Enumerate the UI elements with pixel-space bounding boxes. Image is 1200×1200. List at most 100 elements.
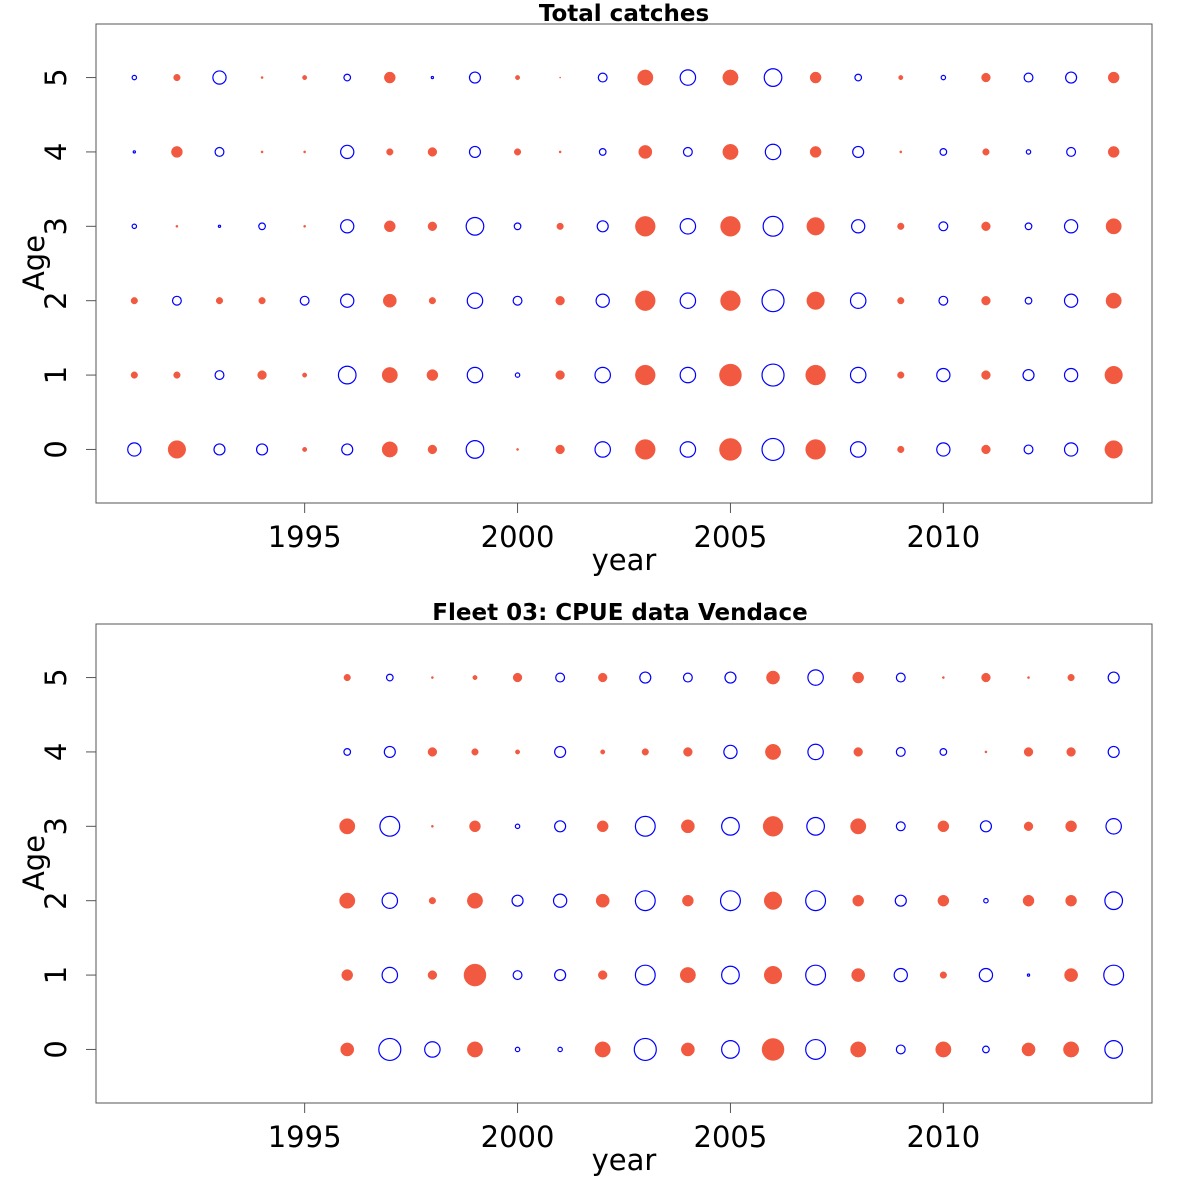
bubble-negative bbox=[1063, 442, 1079, 457]
bubble-negative bbox=[719, 890, 741, 912]
bubble-negative bbox=[633, 1037, 657, 1062]
y-tick-label: 4 bbox=[39, 143, 73, 161]
bubble-negative bbox=[381, 892, 399, 909]
bubble-positive bbox=[215, 297, 224, 305]
bubble-positive bbox=[303, 150, 306, 154]
bubble-positive bbox=[427, 147, 438, 157]
bubble-positive bbox=[981, 444, 991, 455]
bubble-positive bbox=[302, 372, 308, 378]
bubble-positive bbox=[720, 290, 741, 311]
bubble-positive bbox=[516, 448, 519, 451]
bubble-negative bbox=[554, 968, 567, 982]
bubble-positive bbox=[513, 148, 522, 156]
bubble-negative bbox=[554, 745, 567, 759]
bubble-negative bbox=[341, 443, 354, 456]
bubble-negative bbox=[764, 143, 782, 161]
bubble-positive bbox=[635, 216, 656, 237]
bubble-positive bbox=[635, 290, 656, 311]
bubble-positive bbox=[339, 892, 356, 909]
bubble-positive bbox=[598, 970, 608, 980]
bubble-positive bbox=[463, 963, 487, 987]
plot-frame bbox=[95, 23, 1153, 504]
bubble-negative bbox=[430, 75, 435, 80]
bubble-negative bbox=[554, 820, 567, 833]
bubble-positive bbox=[937, 820, 950, 833]
bubble-positive bbox=[682, 894, 694, 907]
bubble-positive bbox=[559, 76, 561, 79]
bubble-negative bbox=[938, 221, 949, 232]
bubble-negative bbox=[127, 442, 142, 457]
bubble-negative bbox=[978, 967, 994, 983]
bubble-positive bbox=[427, 970, 438, 980]
y-tick-label: 3 bbox=[39, 217, 73, 235]
bubble-negative bbox=[763, 68, 783, 87]
bubble-positive bbox=[302, 75, 308, 81]
x-tick-label: 1995 bbox=[268, 520, 342, 554]
bubble-positive bbox=[167, 440, 186, 459]
y-tick-label: 0 bbox=[39, 1040, 73, 1058]
bubble-positive bbox=[681, 819, 695, 834]
bubble-positive bbox=[381, 441, 398, 458]
bubble-negative bbox=[340, 293, 355, 308]
bubble-positive bbox=[765, 743, 781, 760]
bubble-negative bbox=[598, 148, 607, 156]
y-tick-label: 1 bbox=[39, 366, 73, 384]
bubble-positive bbox=[981, 72, 991, 83]
bubble-positive bbox=[809, 146, 822, 158]
bubble-negative bbox=[982, 1045, 990, 1054]
bubble-positive bbox=[637, 69, 654, 86]
bubble-negative bbox=[854, 73, 863, 82]
bubble-negative bbox=[1104, 1040, 1124, 1059]
bubble-negative bbox=[1022, 368, 1035, 382]
bubble-positive bbox=[381, 367, 398, 384]
bubble-positive bbox=[431, 676, 434, 679]
bubble-negative bbox=[639, 671, 652, 684]
x-tick-label: 2000 bbox=[481, 1120, 555, 1154]
bubble-positive bbox=[596, 820, 609, 833]
bubble-negative bbox=[343, 73, 352, 82]
y-tick-label: 4 bbox=[39, 743, 73, 761]
bubble-negative bbox=[849, 292, 867, 309]
bubble-negative bbox=[682, 146, 693, 157]
bubble-positive bbox=[515, 749, 520, 755]
bubble-negative bbox=[132, 150, 137, 154]
x-tick-label: 2010 bbox=[906, 1120, 980, 1154]
bubble-positive bbox=[898, 75, 904, 81]
bubble-negative bbox=[258, 222, 266, 231]
bubble-positive bbox=[897, 445, 905, 453]
bubble-positive bbox=[719, 363, 742, 387]
bubble-negative bbox=[466, 366, 484, 384]
bubble-positive bbox=[257, 370, 267, 380]
bubble-positive bbox=[805, 364, 826, 386]
bubble-positive bbox=[897, 297, 905, 305]
bubble-positive bbox=[1107, 146, 1120, 158]
x-axis: 1995 2000 2005 2010 bbox=[268, 1103, 980, 1154]
bubble-negative bbox=[514, 823, 521, 830]
bubble-positive bbox=[427, 444, 438, 455]
bubble-positive bbox=[175, 224, 179, 228]
bubble-positive bbox=[852, 671, 864, 684]
y-axis-label: Age bbox=[17, 235, 51, 291]
bubble-positive bbox=[515, 75, 520, 81]
y-tick-label: 2 bbox=[39, 291, 73, 309]
bubble-positive bbox=[1023, 821, 1034, 831]
y-axis-label: Age bbox=[17, 835, 51, 891]
bubble-positive bbox=[1104, 366, 1123, 385]
bubble-negative bbox=[1063, 293, 1079, 308]
bubble-positive bbox=[681, 1042, 695, 1057]
bubble-positive bbox=[937, 894, 950, 907]
bubble-negative bbox=[212, 70, 227, 85]
bubble-positive bbox=[171, 146, 183, 158]
bubble-negative bbox=[555, 672, 566, 683]
bubble-layer bbox=[127, 68, 1123, 462]
bubble-positive bbox=[303, 224, 306, 228]
bubble-negative bbox=[983, 897, 989, 904]
bubble-positive bbox=[683, 747, 693, 757]
bubble-positive bbox=[850, 818, 867, 835]
bubble-negative bbox=[1063, 219, 1079, 234]
bubble-positive bbox=[598, 672, 608, 683]
bubble-positive bbox=[258, 297, 266, 305]
bubble-positive bbox=[981, 221, 991, 231]
bubble-negative bbox=[806, 816, 826, 836]
